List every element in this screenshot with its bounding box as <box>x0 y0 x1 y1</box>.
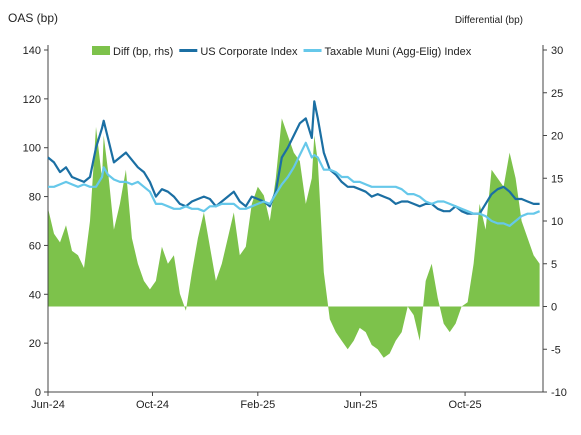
labels-layer: OAS (bp) Differential (bp) 0204060801001… <box>8 11 567 411</box>
right-tick-label: 10 <box>551 216 563 228</box>
right-tick-label: -10 <box>551 387 567 399</box>
right-tick-label: 30 <box>551 45 563 57</box>
legend-label: US Corporate Index <box>200 46 298 58</box>
left-tick-label: 20 <box>29 338 41 350</box>
lines-layer <box>47 100 541 227</box>
legend-label: Taxable Muni (Agg-Elig) Index <box>325 46 472 58</box>
x-tick-label: Oct-24 <box>136 399 169 411</box>
left-tick-label: 60 <box>29 240 41 252</box>
legend-label: Diff (bp, rhs) <box>113 46 173 58</box>
axes-layer <box>44 45 547 396</box>
legend: Diff (bp, rhs) US Corporate Index Taxable … <box>92 46 472 58</box>
right-tick-label: 0 <box>551 302 557 314</box>
x-tick-label: Jun-25 <box>344 399 378 411</box>
right-tick-label: 15 <box>551 173 563 185</box>
series-diff-area <box>48 118 540 358</box>
left-tick-label: 140 <box>23 45 41 57</box>
left-tick-label: 40 <box>29 289 41 301</box>
left-axis-title: OAS (bp) <box>8 11 58 25</box>
right-tick-label: -5 <box>551 344 561 356</box>
x-tick-label: Feb-25 <box>240 399 275 411</box>
right-axis-title: Differential (bp) <box>455 15 523 26</box>
right-tick-label: 5 <box>551 259 557 271</box>
left-tick-label: 80 <box>29 192 41 204</box>
left-tick-label: 120 <box>23 94 41 106</box>
x-tick-label: Oct-25 <box>449 399 482 411</box>
right-tick-label: 25 <box>551 88 563 100</box>
legend-swatch-diff <box>92 46 110 55</box>
x-tick-label: Jun-24 <box>31 399 65 411</box>
right-tick-label: 20 <box>551 131 563 143</box>
left-tick-label: 0 <box>35 387 41 399</box>
area-layer <box>48 118 540 358</box>
series-taxable-muni-line <box>48 141 541 227</box>
left-tick-label: 100 <box>23 143 41 155</box>
